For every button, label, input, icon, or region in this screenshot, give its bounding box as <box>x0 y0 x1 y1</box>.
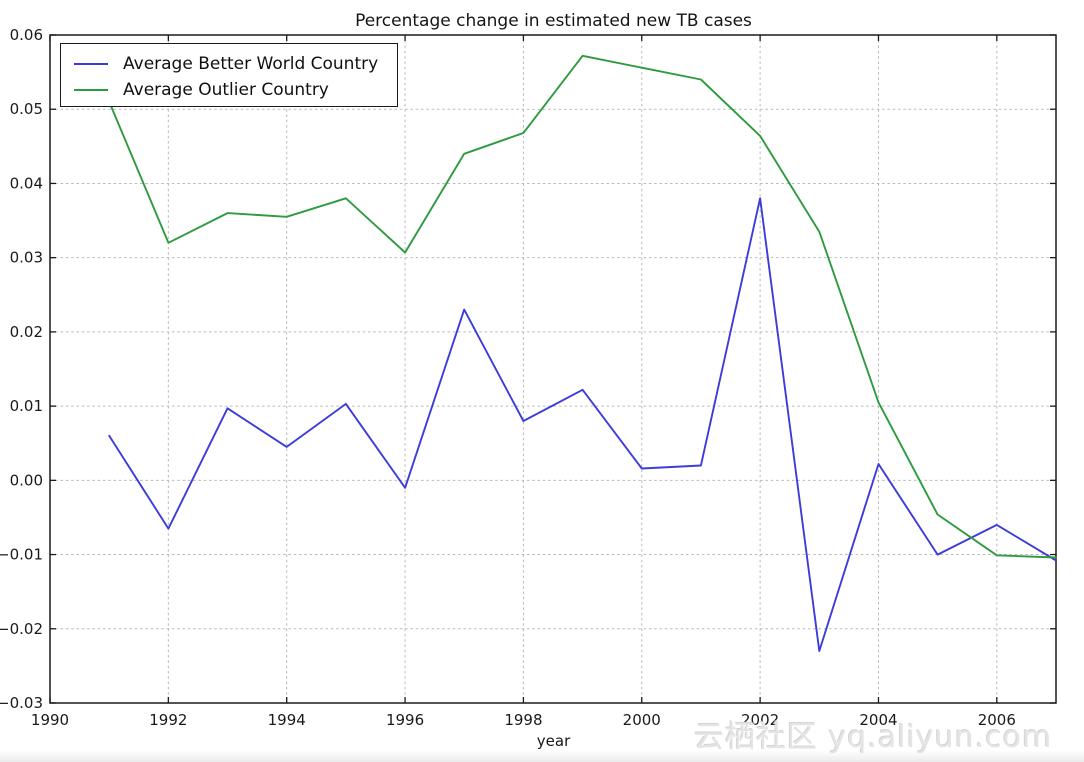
x-tick-label: 1996 <box>386 711 424 729</box>
x-tick-label: 1994 <box>268 711 306 729</box>
x-tick-label: 1990 <box>31 711 69 729</box>
x-tick-label: 1998 <box>504 711 542 729</box>
x-tick-label: 2006 <box>978 711 1016 729</box>
x-tick-label: 2000 <box>623 711 661 729</box>
y-tick-label: 0.00 <box>10 471 43 489</box>
bottom-strip <box>0 750 1084 762</box>
legend-line-blue-icon <box>74 63 108 65</box>
y-tick-label: −0.02 <box>0 620 43 638</box>
legend-item-better-world: Average Better World Country <box>74 51 397 77</box>
chart-legend: Average Better World Country Average Out… <box>60 43 398 107</box>
y-tick-label: 0.02 <box>10 323 43 341</box>
y-tick-label: 0.04 <box>10 174 43 192</box>
legend-line-green-icon <box>74 89 108 91</box>
x-tick-label: 1992 <box>149 711 187 729</box>
y-tick-label: 0.01 <box>10 397 43 415</box>
y-tick-label: −0.01 <box>0 546 43 564</box>
x-tick-label: 2002 <box>741 711 779 729</box>
y-tick-label: 0.03 <box>10 249 43 267</box>
plot-border <box>49 34 1057 704</box>
x-axis-label: year <box>536 732 571 750</box>
legend-label: Average Outlier Country <box>123 80 329 100</box>
legend-label: Average Better World Country <box>123 54 379 74</box>
legend-item-outlier: Average Outlier Country <box>74 77 397 103</box>
series-line-outlier <box>108 54 1057 559</box>
y-tick-label: 0.05 <box>10 100 43 118</box>
x-tick-label: 2004 <box>859 711 897 729</box>
y-tick-label: 0.06 <box>10 26 43 44</box>
watermark: 云栖社区 yq.aliyun.com <box>694 720 1053 755</box>
chart-title: Percentage change in estimated new TB ca… <box>355 11 752 31</box>
series-line-better-world <box>108 197 1057 652</box>
y-tick-label: −0.03 <box>0 694 43 712</box>
